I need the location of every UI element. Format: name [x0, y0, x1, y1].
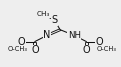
- Text: S: S: [51, 15, 58, 25]
- Text: O: O: [83, 45, 90, 55]
- Text: O: O: [18, 37, 26, 47]
- Text: CH₃: CH₃: [37, 11, 50, 17]
- Text: O: O: [31, 45, 39, 55]
- Text: N: N: [43, 30, 51, 40]
- Text: O: O: [96, 37, 103, 47]
- Text: NH: NH: [68, 31, 81, 40]
- Text: O-CH₃: O-CH₃: [96, 46, 116, 52]
- Text: O-CH₃: O-CH₃: [8, 46, 28, 52]
